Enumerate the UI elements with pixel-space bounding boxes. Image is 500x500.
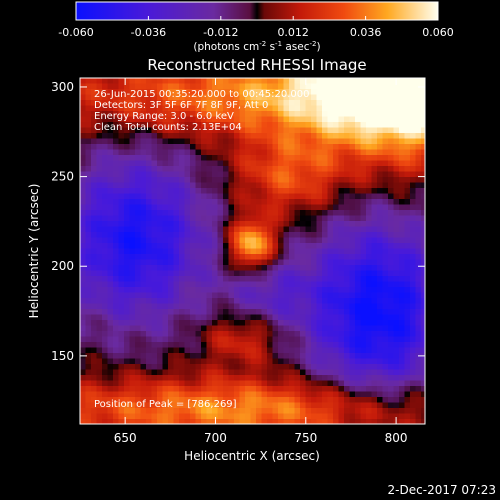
plot-frame — [79, 77, 426, 425]
x-axis-label: Heliocentric X (arcsec) — [184, 449, 320, 463]
heatmap-image — [80, 78, 425, 424]
chart-title: Reconstructed RHESSI Image — [147, 56, 366, 74]
x-tick-label: 700 — [204, 431, 227, 445]
y-tick-label: 300 — [51, 80, 74, 94]
colorbar-ticks: -0.060 -0.036 -0.012 0.012 0.036 0.060 — [58, 16, 454, 39]
colorbar-tick-label: 0.060 — [422, 26, 454, 39]
annotations: 26-Jun-2015 00:35:20.000 to 00:45:20.000… — [94, 89, 310, 410]
y-axis-label: Heliocentric Y (arcsec) — [27, 184, 41, 319]
x-tick-label: 750 — [294, 431, 317, 445]
timestamp: 2-Dec-2017 07:23 — [388, 483, 496, 497]
annotation-energy-range: Energy Range: 3.0 - 6.0 keV — [94, 111, 234, 122]
colorbar-unit-label: (photons cm-2 s-1 asec-2) — [193, 40, 320, 53]
colorbar-frame — [75, 1, 439, 21]
colorbar-tick-label: 0.012 — [277, 26, 309, 39]
annotation-clean-counts: Clean Total counts: 2.13E+04 — [94, 122, 242, 133]
x-axis: 650 700 750 800 — [114, 78, 408, 445]
colorbar-tick-label: -0.060 — [58, 26, 93, 39]
y-axis: 150 200 250 300 — [51, 80, 425, 363]
y-tick-label: 200 — [51, 259, 74, 273]
peak-position-label: Position of Peak = [786,269] — [94, 399, 237, 410]
x-tick-label: 650 — [114, 431, 137, 445]
colorbar-gradient — [76, 2, 438, 20]
colorbar-tick-label: -0.012 — [203, 26, 238, 39]
y-tick-label: 150 — [51, 349, 74, 363]
colorbar-tick-label: -0.036 — [131, 26, 166, 39]
colorbar-tick-label: 0.036 — [350, 26, 382, 39]
annotation-time-range: 26-Jun-2015 00:35:20.000 to 00:45:20.000 — [94, 89, 310, 100]
y-tick-label: 250 — [51, 170, 74, 184]
x-tick-label: 800 — [385, 431, 408, 445]
colorbar: -0.060 -0.036 -0.012 0.012 0.036 0.060 (photo… — [58, 1, 454, 53]
annotation-detectors: Detectors: 3F 5F 6F 7F 8F 9F, Att 0 — [94, 100, 268, 111]
